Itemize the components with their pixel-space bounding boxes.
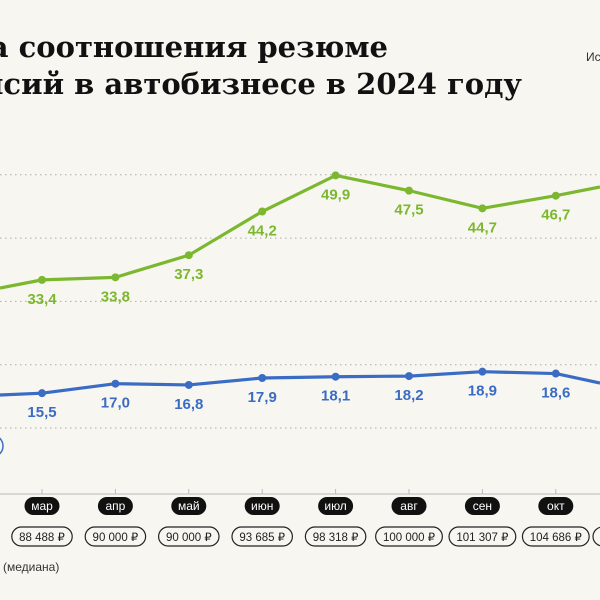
chart-title-line2: нсий в автобизнесе в 2024 году <box>0 67 522 101</box>
blue-data-label: 16,8 <box>174 396 203 413</box>
salary-pill <box>375 526 443 547</box>
median-note: (медиана) <box>3 560 59 574</box>
salary-pill <box>158 526 220 547</box>
salary-label: 88 488 ₽ <box>19 532 65 544</box>
salary-label: 100 000 ₽ <box>383 532 436 544</box>
month-pill <box>24 497 60 515</box>
blue-point <box>551 369 560 378</box>
salary-pill <box>11 526 73 547</box>
month-pill <box>464 497 500 515</box>
blue-data-label: 15,5 <box>27 404 56 421</box>
green-data-label: 49,9 <box>321 186 350 203</box>
month-label: апр <box>105 499 125 513</box>
salary-pill <box>231 526 294 547</box>
blue-point <box>258 373 267 382</box>
month-label: июл <box>324 499 346 513</box>
month-label: мар <box>31 499 53 513</box>
chart-title-line1: ика соотношения резюме <box>0 30 388 64</box>
green-point <box>184 251 193 260</box>
month-label: май <box>178 499 200 513</box>
salary-pill <box>448 526 517 547</box>
green-data-label: 33,8 <box>101 288 130 305</box>
salary-label: 101 307 ₽ <box>456 532 509 544</box>
blue-data-label: 17,0 <box>101 395 130 412</box>
green-point <box>258 207 267 216</box>
month-label: сен <box>473 499 492 513</box>
salary-pill <box>521 526 590 547</box>
green-data-label: 46,7 <box>541 207 570 224</box>
month-pill <box>97 497 133 515</box>
green-series-line <box>0 173 600 290</box>
salary-label: 93 685 ₽ <box>239 532 285 544</box>
source-label: Ис <box>586 50 600 64</box>
blue-point <box>111 379 120 388</box>
green-data-label: 44,2 <box>248 223 277 240</box>
month-label: июн <box>251 499 273 513</box>
blue-series-line <box>0 370 600 397</box>
blue-point <box>38 389 46 398</box>
salary-label: 98 318 ₽ <box>313 532 359 544</box>
month-pill <box>171 497 207 515</box>
blue-data-label: 18,2 <box>394 387 423 404</box>
month-label: авг <box>400 499 418 513</box>
green-point <box>38 275 46 284</box>
salary-label: 104 686 ₽ <box>530 532 583 544</box>
blue-point <box>331 372 340 381</box>
salary-label: 90 000 ₽ <box>166 532 212 544</box>
salary-pill <box>84 526 147 547</box>
green-data-label: 33,4 <box>27 291 57 308</box>
green-point <box>111 273 120 282</box>
green-point <box>405 186 413 195</box>
blue-point <box>405 372 413 381</box>
green-point <box>478 204 487 213</box>
blue-data-label: 18,6 <box>541 385 570 402</box>
blue-data-label: 18,1 <box>321 388 350 405</box>
month-pill <box>318 497 354 515</box>
blue-data-label: 18,9 <box>468 383 497 400</box>
green-point <box>551 191 560 200</box>
month-label: окт <box>547 499 565 513</box>
salary-label: 90 000 ₽ <box>93 532 139 544</box>
salary-pill-partial <box>592 526 600 547</box>
blue-point <box>478 367 487 376</box>
blue-point <box>184 380 193 389</box>
legend-marker-partial <box>0 437 4 455</box>
month-pill <box>391 497 427 515</box>
month-pill <box>244 497 280 515</box>
green-data-label: 47,5 <box>394 202 423 219</box>
salary-pill <box>304 526 367 547</box>
green-point <box>331 171 340 180</box>
blue-data-label: 17,9 <box>248 389 277 406</box>
month-pill <box>538 497 574 515</box>
green-data-label: 44,7 <box>468 219 497 236</box>
green-data-label: 37,3 <box>174 266 203 283</box>
